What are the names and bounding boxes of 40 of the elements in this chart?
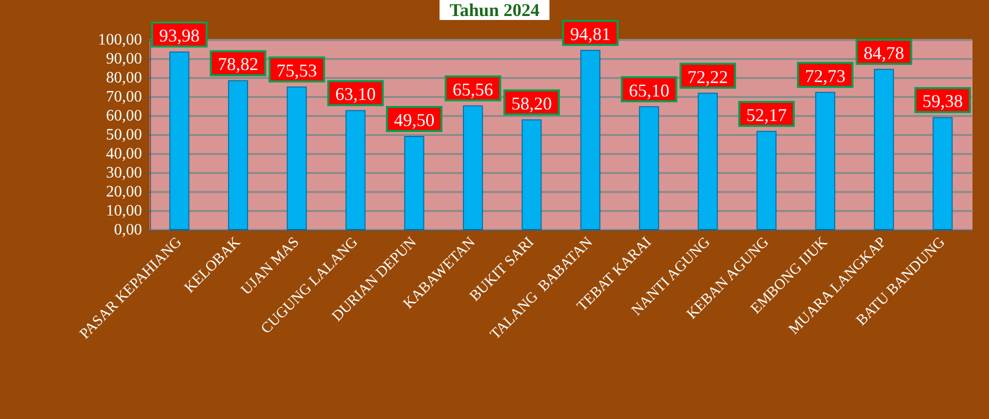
data-label: 78,82 [218,54,258,74]
data-label: 93,98 [159,25,200,46]
bar [169,51,190,230]
data-label: 65,56 [452,79,494,100]
y-tick-label: 10,00 [106,202,142,220]
data-label: 84,78 [864,42,904,63]
bar [228,80,248,230]
bar [698,92,718,230]
y-tick-label: 20,00 [106,184,142,200]
y-tick-label: 90,00 [106,50,142,68]
data-label: 72,73 [804,66,846,86]
data-label: 94,81 [570,24,611,44]
y-tick-label: 40,00 [106,146,142,162]
bar [522,119,542,230]
y-tick-label: 60,00 [106,108,142,124]
y-tick-label: 30,00 [106,164,142,182]
bar [462,105,483,230]
data-label: 59,38 [922,91,963,112]
y-tick-label: 100,00 [98,32,142,48]
data-label: 58,20 [511,93,552,114]
y-tick-label: 50,00 [106,126,142,144]
bar [404,136,424,230]
data-label: 72,22 [688,66,728,87]
bar [756,130,776,230]
data-label: 65,10 [628,80,670,100]
bar [815,92,836,230]
data-label: 63,10 [335,84,376,104]
bar [932,117,953,230]
y-tick-label: 80,00 [106,70,142,86]
bar [580,50,600,230]
bar [286,86,307,230]
data-label: 49,50 [394,110,434,130]
data-label: 75,53 [276,60,318,80]
y-tick-label: 70,00 [106,88,142,106]
bar [639,106,660,230]
bar [874,68,894,230]
y-tick-label: 0,00 [114,222,142,238]
chart-title: Tahun 2024 [450,0,540,20]
data-label: 52,17 [746,104,787,125]
bar [346,110,366,230]
